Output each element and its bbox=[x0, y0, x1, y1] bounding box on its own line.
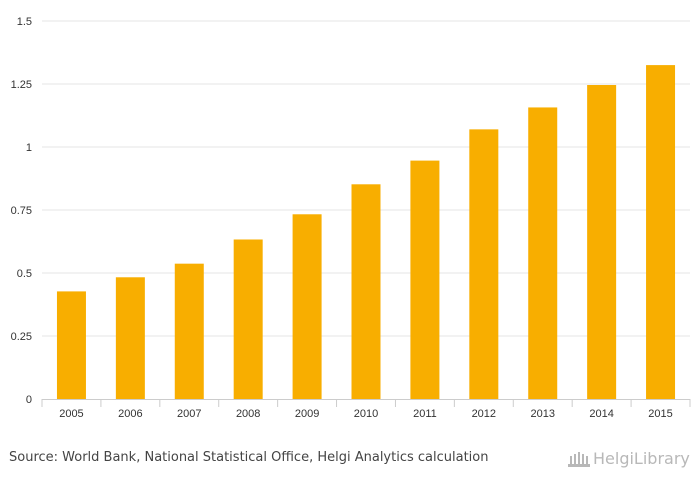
helgi-library-logo[interactable]: HelgiLibrary bbox=[568, 449, 690, 468]
x-tick-label: 2012 bbox=[472, 408, 496, 420]
bar bbox=[174, 263, 204, 399]
x-tick-label: 2009 bbox=[295, 408, 319, 420]
x-tick-label: 2010 bbox=[354, 408, 378, 420]
x-tick-label: 2007 bbox=[177, 408, 201, 420]
y-tick-label: 0.5 bbox=[17, 268, 32, 280]
x-tick-label: 2011 bbox=[413, 408, 437, 420]
x-tick-label: 2013 bbox=[530, 408, 554, 420]
x-tick-label: 2014 bbox=[589, 408, 613, 420]
library-building-icon bbox=[568, 451, 590, 467]
bar bbox=[646, 65, 676, 399]
y-tick-label: 1 bbox=[26, 142, 32, 154]
bar bbox=[292, 214, 322, 399]
y-tick-label: 1.25 bbox=[11, 79, 32, 91]
bar bbox=[351, 184, 381, 399]
y-tick-label: 0 bbox=[26, 394, 32, 406]
bar bbox=[115, 277, 145, 399]
bar bbox=[587, 85, 617, 400]
bar bbox=[56, 291, 86, 399]
bar bbox=[410, 160, 440, 399]
bar-chart: 0 0.25 0.5 0.75 1 1.25 1.5 2005 2006 2007 2008 2009… bbox=[11, 16, 691, 420]
y-tick-label: 1.5 bbox=[17, 16, 32, 28]
bar bbox=[528, 107, 558, 399]
bar bbox=[233, 239, 263, 399]
source-note: Source: World Bank, National Statistical… bbox=[9, 450, 489, 465]
x-tick-label: 2006 bbox=[118, 408, 142, 420]
x-tick-label: 2005 bbox=[59, 408, 83, 420]
bar bbox=[469, 129, 499, 400]
logo-text: HelgiLibrary bbox=[593, 449, 690, 468]
x-tick-label: 2015 bbox=[648, 408, 672, 420]
y-tick-label: 0.25 bbox=[11, 331, 32, 343]
y-tick-label: 0.75 bbox=[11, 205, 32, 217]
x-tick-label: 2008 bbox=[236, 408, 260, 420]
